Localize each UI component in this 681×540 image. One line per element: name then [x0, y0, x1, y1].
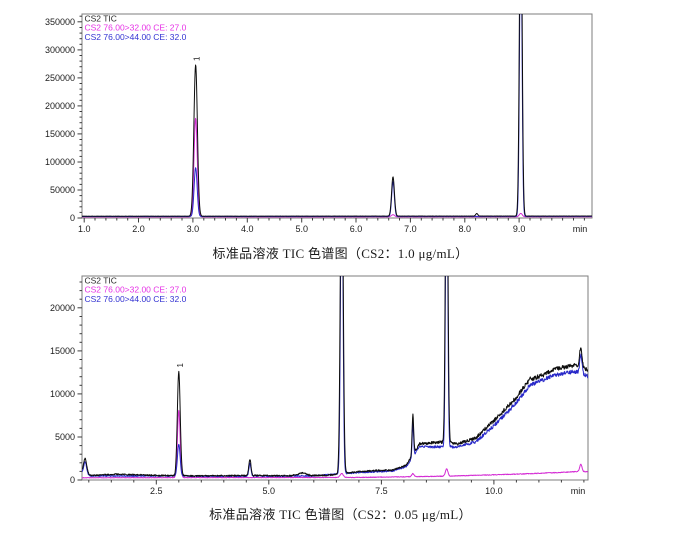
- y-tick-label: 100000: [45, 157, 75, 167]
- trace-mrm-32: [82, 409, 588, 479]
- x-tick-label: 4.0: [241, 224, 254, 234]
- trace-group: [82, 14, 592, 218]
- x-axis-ticks: [83, 218, 585, 223]
- x-axis-unit: min: [571, 486, 586, 496]
- x-tick-label: 1.0: [78, 224, 91, 234]
- y-axis-ticks: [77, 281, 82, 481]
- chromatogram-bottom: 2.5 5.0 7.5 10.0 min 0 5000 10000 15000 20000 CS2 …: [50, 275, 589, 496]
- y-tick-label: 50000: [50, 185, 75, 195]
- x-tick-label: 9.0: [513, 224, 526, 234]
- caption-top: 标准品溶液 TIC 色谱图（CS2：1.0 μg/mL）: [212, 246, 469, 261]
- x-tick-label: 7.0: [404, 224, 417, 234]
- x-tick-label: 6.0: [350, 224, 363, 234]
- plot-border: [81, 275, 589, 481]
- peak-number-marker: 1: [193, 56, 202, 61]
- y-tick-label: 300000: [45, 45, 75, 55]
- x-tick-label: 2.0: [132, 224, 145, 234]
- x-tick-label: 5.0: [295, 224, 308, 234]
- caption-bottom: 标准品溶液 TIC 色谱图（CS2：0.05 μg/mL）: [209, 507, 472, 522]
- legend-item-tic: CS2 TIC: [85, 14, 117, 24]
- y-tick-label: 200000: [45, 101, 75, 111]
- trace-mrm-32: [82, 117, 592, 218]
- trace-tic: [82, 14, 592, 217]
- y-tick-label: 15000: [50, 346, 75, 356]
- x-tick-label: 7.5: [375, 486, 388, 496]
- chromatogram-top: 1.0 2.0 3.0 4.0 5.0 6.0 7.0 8.0 9.0 min 0 50000 1000…: [45, 13, 593, 234]
- y-tick-label: 150000: [45, 129, 75, 139]
- x-tick-label: 8.0: [459, 224, 472, 234]
- x-tick-label: 10.0: [485, 486, 503, 496]
- x-tick-label: 2.5: [150, 486, 163, 496]
- legend-item-tic: CS2 TIC: [85, 276, 117, 286]
- legend-item-mrm-44: CS2 76.00>44.00 CE: 32.0: [85, 32, 187, 42]
- legend-item-mrm-32: CS2 76.00>32.00 CE: 27.0: [85, 285, 187, 295]
- legend-item-mrm-44: CS2 76.00>44.00 CE: 32.0: [85, 294, 187, 304]
- y-tick-label: 5000: [55, 432, 75, 442]
- y-axis-ticks: [77, 15, 82, 219]
- legend-item-mrm-32: CS2 76.00>32.00 CE: 27.0: [85, 23, 187, 33]
- y-tick-label: 0: [70, 475, 75, 485]
- y-tick-label: 20000: [50, 303, 75, 313]
- trace-group: [82, 276, 588, 479]
- x-tick-label: 3.0: [187, 224, 200, 234]
- plot-border: [81, 13, 593, 219]
- x-axis-unit: min: [573, 224, 588, 234]
- trace-tic: [82, 276, 588, 477]
- peak-number-marker: 1: [176, 363, 185, 368]
- y-tick-label: 0: [70, 213, 75, 223]
- y-tick-label: 350000: [45, 17, 75, 27]
- y-tick-label: 250000: [45, 73, 75, 83]
- x-axis-ticks: [88, 480, 585, 485]
- x-tick-label: 5.0: [263, 486, 276, 496]
- y-tick-label: 10000: [50, 389, 75, 399]
